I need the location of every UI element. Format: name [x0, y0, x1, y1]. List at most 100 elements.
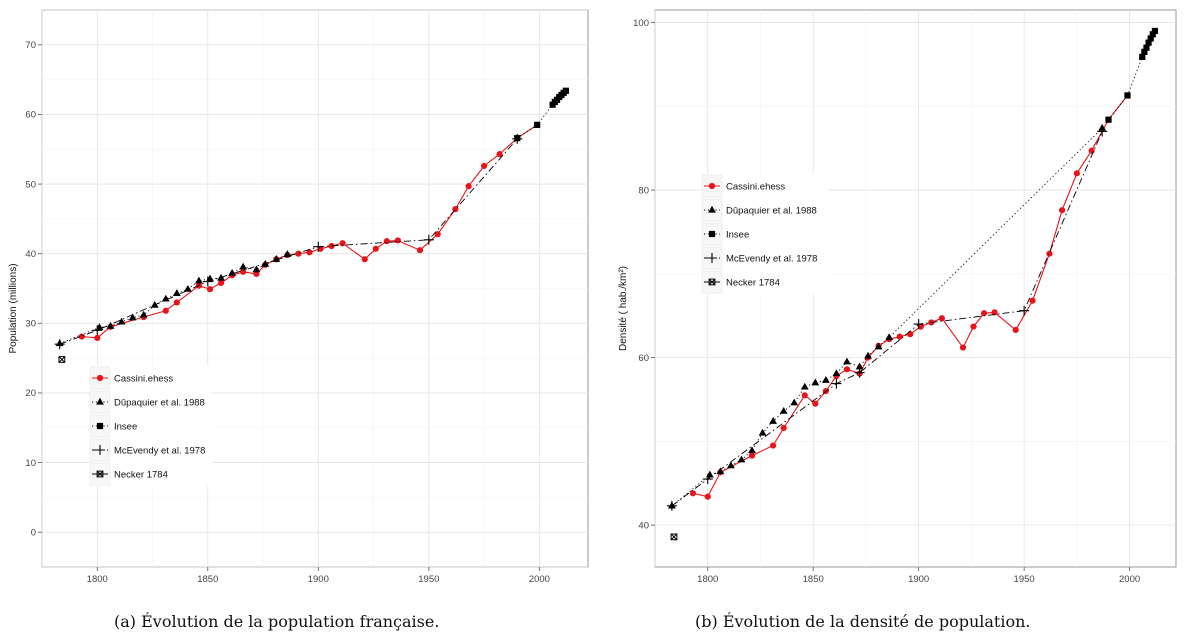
data-point — [1145, 39, 1152, 46]
data-point — [383, 238, 390, 245]
caption-b: (b) Évolution de la densité de populatio… — [695, 612, 1031, 631]
data-point — [854, 367, 865, 378]
data-point — [173, 299, 180, 306]
data-point — [217, 279, 225, 287]
x-tick-label: 1950 — [418, 574, 439, 585]
data-point — [885, 333, 894, 341]
data-point — [938, 315, 945, 322]
y-tick-label: 10 — [25, 458, 36, 469]
series-d-paquier-et-al-1988 — [667, 123, 1107, 509]
data-point — [790, 398, 799, 406]
data-point — [1139, 53, 1146, 61]
legend-box — [90, 366, 212, 486]
data-point — [855, 362, 864, 370]
data-point — [1046, 250, 1053, 257]
y-axis-label: Densité ( hab./km²) — [618, 266, 629, 351]
chart-panel-a: 1800 1850 1900 1950 2000 0 10 20 30 40 50 60 70 Popul… — [8, 9, 589, 585]
data-point — [1124, 92, 1131, 99]
data-point — [512, 133, 523, 144]
legend-label: Cassini.ehess — [726, 181, 785, 192]
data-point — [1143, 44, 1150, 51]
y-tick-label: 0 — [31, 527, 36, 538]
data-point — [183, 284, 192, 292]
data-point — [481, 162, 488, 170]
legend-marker — [707, 253, 717, 263]
data-point — [306, 249, 313, 256]
data-point — [1149, 31, 1156, 38]
chart-panel-b: 1800 1850 1900 1950 2000 40 60 80 100 Densité ( h… — [618, 9, 1177, 585]
legend-label: Necker 1784 — [114, 469, 168, 480]
data-point — [562, 87, 569, 94]
data-point — [779, 407, 788, 414]
data-point — [253, 270, 260, 277]
data-point — [831, 378, 842, 389]
data-point — [874, 342, 883, 350]
data-point — [162, 307, 169, 314]
data-point — [748, 446, 756, 454]
data-point — [812, 400, 819, 407]
legend-label: Insee — [726, 229, 749, 240]
data-point — [92, 325, 103, 336]
y-tick-label: 50 — [25, 179, 36, 190]
data-point — [1097, 126, 1108, 137]
data-point — [991, 309, 998, 316]
data-point — [1088, 147, 1095, 154]
y-axis-label: Population (millions) — [8, 263, 19, 353]
legend-marker — [96, 470, 104, 478]
data-point — [716, 467, 725, 475]
caption-a: (a) Évolution de la population française… — [114, 612, 440, 631]
legend-label: Cassini.ehess — [114, 373, 173, 384]
data-point — [970, 323, 977, 330]
data-point — [689, 490, 697, 497]
legend-marker — [96, 422, 104, 430]
data-point — [959, 344, 967, 351]
data-point — [737, 455, 746, 463]
data-point — [465, 183, 472, 190]
data-point — [202, 276, 213, 287]
data-point — [54, 339, 65, 350]
data-point — [811, 378, 820, 386]
series-insee — [1105, 27, 1159, 123]
data-point — [832, 369, 841, 377]
data-point — [534, 121, 541, 128]
data-point — [1151, 27, 1159, 35]
x-tick-label: 1800 — [697, 574, 718, 585]
legend-marker — [708, 278, 716, 286]
data-point — [313, 241, 324, 252]
legend: Cassini.ehess Dûpaquier et al. 1988 Insee M… — [89, 366, 212, 486]
x-tick-label: 1900 — [908, 574, 929, 585]
data-point — [361, 256, 368, 263]
x-tick-label: 1800 — [87, 574, 108, 585]
data-point — [843, 366, 851, 373]
data-point — [117, 317, 126, 325]
data-point — [416, 247, 424, 254]
x-tick-label: 1900 — [308, 574, 329, 585]
series-mcevendy-et-al-1978 — [54, 133, 523, 350]
data-point — [1105, 116, 1112, 123]
series-necker-1784 — [670, 533, 678, 541]
data-point — [1019, 305, 1030, 316]
data-point — [58, 356, 66, 363]
x-tick-label: 2000 — [529, 574, 550, 585]
data-point — [666, 500, 677, 511]
data-point — [128, 313, 137, 321]
series-line — [59, 138, 518, 345]
data-point — [769, 417, 778, 424]
data-point — [283, 250, 292, 257]
data-point — [913, 319, 924, 330]
data-point — [139, 310, 148, 318]
legend-marker — [96, 374, 104, 382]
legend-marker — [708, 205, 716, 213]
data-point — [800, 382, 809, 390]
data-point — [195, 276, 203, 284]
data-point — [295, 250, 302, 257]
legend-marker — [96, 397, 104, 405]
legend-marker — [708, 230, 716, 238]
data-point — [206, 286, 214, 293]
data-point — [150, 301, 159, 308]
data-point — [94, 334, 101, 342]
data-point — [702, 474, 713, 485]
data-point — [106, 321, 115, 329]
data-point — [372, 245, 379, 252]
